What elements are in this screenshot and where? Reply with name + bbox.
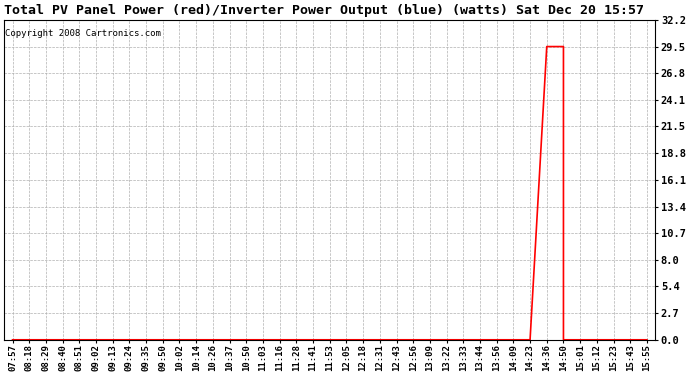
Text: Copyright 2008 Cartronics.com: Copyright 2008 Cartronics.com [6, 29, 161, 38]
Text: Total PV Panel Power (red)/Inverter Power Output (blue) (watts) Sat Dec 20 15:57: Total PV Panel Power (red)/Inverter Powe… [4, 4, 644, 17]
